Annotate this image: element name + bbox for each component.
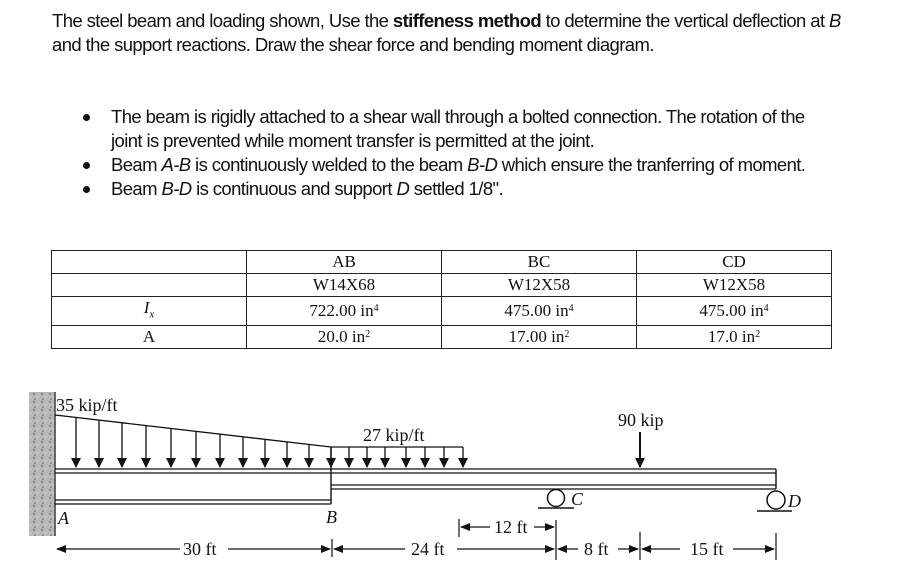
table-row: A 20.0 in2 17.00 in2 17.0 in2 (51, 325, 832, 350)
exponent: 2 (564, 329, 570, 341)
intro-text-3: and the support reactions. Draw the shea… (52, 34, 654, 55)
table-row: Ix 722.00 in4 475.00 in4 475.00 in4 (51, 295, 832, 327)
distributed-load-bc (326, 446, 468, 468)
member-ref: B-D (467, 154, 498, 175)
point-load-label: 90 kip (618, 410, 664, 430)
area-cell: 17.0 in2 (636, 325, 832, 350)
condition-item: Beam A-B is continuously welded to the b… (80, 153, 840, 177)
method-emphasis: stiffeness method (392, 10, 542, 31)
condition-text: is continuous and support (191, 178, 397, 199)
ix-cell: 475.00 in4 (636, 295, 832, 327)
intro-text-2: to determine the vertical deflection at (541, 10, 830, 31)
dim-bc-label: 24 ft (411, 539, 445, 559)
dim-udl-to-c-label: 12 ft (494, 517, 528, 537)
dim-ab-label: 30 ft (183, 539, 217, 559)
conditions-list: The beam is rigidly attached to a shear … (80, 105, 840, 201)
load-bc-label: 27 kip/ft (363, 425, 425, 445)
distributed-load-ab (54, 414, 332, 468)
section-cell: W14X68 (246, 273, 442, 297)
condition-text: settled 1/8". (409, 178, 504, 199)
area-value: 17.0 in (707, 327, 756, 347)
load-ab-label: 35 kip/ft (56, 395, 118, 415)
bullet-icon (83, 162, 90, 169)
condition-text: is continuously welded to the beam (190, 154, 468, 175)
point-b-label: B (326, 507, 337, 527)
ix-subscript: x (149, 308, 155, 321)
ix-value: 722.00 in (309, 301, 374, 321)
ix-cell: 475.00 in4 (441, 295, 637, 327)
area-cell: 20.0 in2 (246, 325, 442, 350)
section-cell: W12X58 (636, 273, 832, 297)
point-a-label: A (57, 508, 70, 528)
point-b-ref: B (829, 10, 841, 31)
column-header: CD (636, 250, 832, 274)
table-row: W14X68 W12X58 W12X58 (51, 273, 832, 297)
column-header: BC (441, 250, 637, 274)
point-d-label: D (787, 491, 801, 511)
support-ref: D (396, 178, 410, 199)
dim-load-to-d-label: 15 ft (690, 539, 724, 559)
shear-wall (29, 392, 56, 536)
ix-value: 475.00 in (699, 301, 764, 321)
roller-support-d (757, 490, 792, 512)
ix-value: 475.00 in (504, 301, 569, 321)
condition-text: The beam is rigidly attached to a shear … (111, 106, 805, 151)
section-cell: W12X58 (441, 273, 637, 297)
bullet-icon (83, 186, 90, 193)
condition-text: Beam (111, 154, 162, 175)
table-cell (51, 273, 247, 297)
intro-text: The steel beam and loading shown, Use th… (52, 10, 393, 31)
exponent: 4 (763, 303, 769, 315)
beam-ab (55, 447, 332, 505)
ix-label: Ix (51, 295, 247, 327)
problem-statement: The steel beam and loading shown, Use th… (52, 9, 852, 57)
condition-text: which ensure the tranferring of moment. (497, 154, 806, 175)
area-value: 20.0 in (317, 327, 366, 347)
dim-c-to-load-label: 8 ft (584, 539, 609, 559)
condition-text: Beam (111, 178, 162, 199)
dimension-lines (56, 519, 777, 560)
column-header: AB (246, 250, 442, 274)
roller-support-c (538, 488, 574, 509)
exponent: 2 (365, 329, 371, 341)
bullet-icon (83, 114, 90, 121)
member-ref: B-D (161, 178, 192, 199)
table-row: AB BC CD (51, 250, 832, 274)
beam-diagram: 35 kip/ft 27 kip/ft 90 kip A B C D (29, 392, 801, 560)
area-label: A (51, 325, 247, 350)
ix-cell: 722.00 in4 (246, 295, 442, 327)
ix-symbol: I (143, 298, 150, 317)
exponent: 4 (568, 303, 574, 315)
area-cell: 17.00 in2 (441, 325, 637, 350)
section-properties-table: AB BC CD W14X68 W12X58 W12X58 Ix 722.00 … (51, 250, 832, 350)
area-value: 17.00 in (508, 327, 565, 347)
condition-item: The beam is rigidly attached to a shear … (80, 105, 840, 153)
beam-bd (331, 468, 777, 490)
condition-item: Beam B-D is continuous and support D set… (80, 177, 840, 201)
exponent: 2 (755, 329, 761, 341)
exponent: 4 (373, 303, 379, 315)
table-cell (51, 250, 247, 274)
point-c-label: C (571, 489, 584, 509)
member-ref: A-B (161, 154, 191, 175)
